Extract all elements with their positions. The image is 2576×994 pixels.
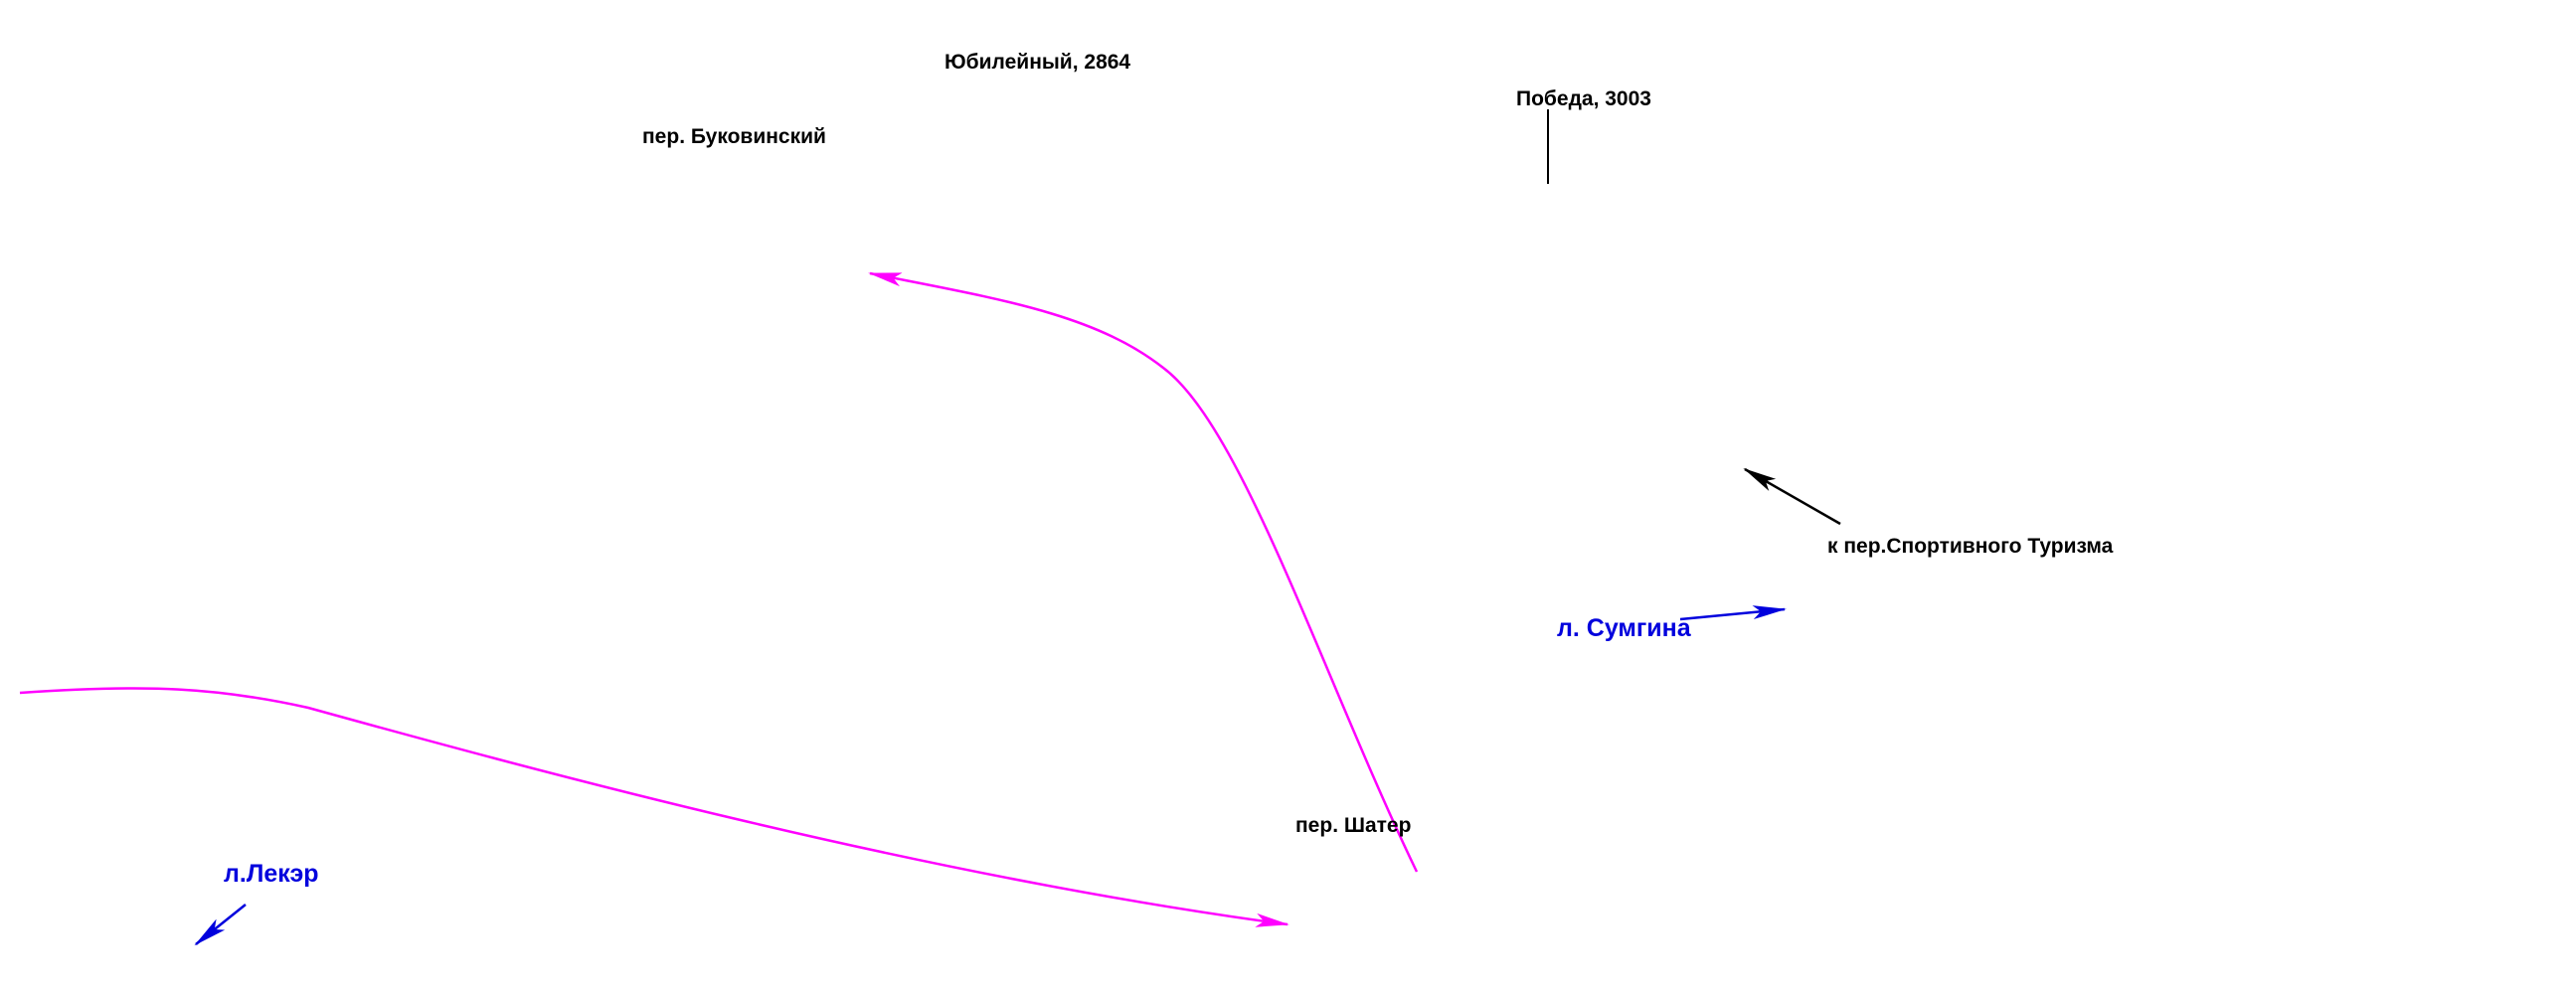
label-bukovinsky: пер. Буковинский [642,125,826,148]
label-yubileyny: Юбилейный, 2864 [945,51,1130,74]
label-sportivnogo: к пер.Спортивного Туризма [1827,535,2114,558]
sportivnogo-arrow [1743,467,1841,526]
route-curve-lower [19,687,1289,927]
leker-arrow [194,904,247,946]
route-curve-upper [868,271,1419,873]
label-sumgina: л. Сумгина [1557,614,1692,642]
label-pobeda: Победа, 3003 [1516,87,1651,110]
sumgina-arrow [1679,605,1787,621]
label-leker: л.Лекэр [224,860,319,888]
label-shater: пер. Шатер [1295,814,1411,837]
